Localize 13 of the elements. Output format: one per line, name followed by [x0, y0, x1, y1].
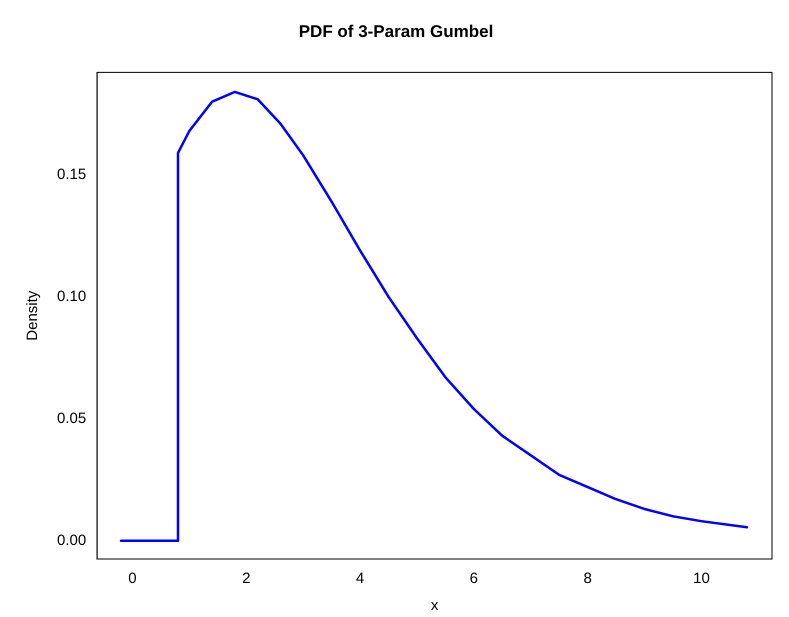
y-axis-title: Density: [24, 290, 42, 341]
x-tick-label: 10: [693, 570, 710, 588]
x-axis-title: x: [430, 597, 439, 614]
y-tick-label: 0.05: [56, 410, 86, 427]
x-tick-label: 2: [242, 570, 250, 588]
y-tick-label: 0.10: [56, 288, 86, 305]
x-tick-label: 4: [356, 570, 364, 588]
x-tick-label: 6: [470, 570, 478, 588]
y-tick-label: 0.15: [56, 166, 86, 183]
y-tick-label: 0.00: [56, 532, 86, 549]
x-tick-label: 0: [128, 570, 137, 588]
x-tick-label: 8: [583, 570, 592, 588]
chart-title: PDF of 3-Param Gumbel: [298, 22, 494, 41]
